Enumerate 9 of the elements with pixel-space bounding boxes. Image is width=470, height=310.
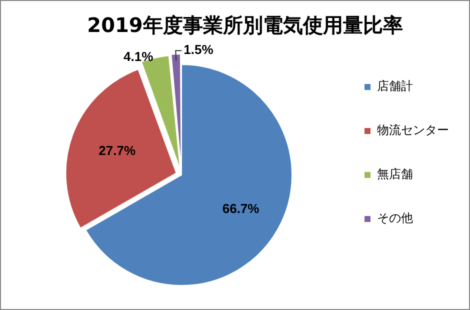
chart-title: 2019年度事業所別電気使用量比率 [87,13,403,38]
legend-label: 無店舗 [377,167,413,182]
legend-label: 物流センター [377,123,449,138]
data-label: 27.7% [98,143,136,158]
data-label: 66.7% [222,200,260,216]
legend-label: 店舗計 [377,79,413,94]
data-label: 1.5% [184,42,214,58]
legend-label: その他 [377,211,413,226]
data-label: 4.1% [124,48,154,64]
